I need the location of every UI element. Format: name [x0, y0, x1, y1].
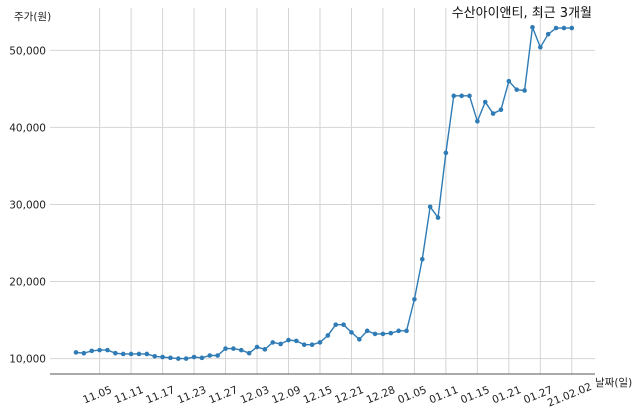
data-point — [333, 322, 339, 327]
data-point — [490, 111, 496, 116]
x-tick-label: 01.11 — [428, 384, 460, 406]
x-tick-label: 12.09 — [270, 384, 302, 406]
y-tick-label: 10,000 — [9, 354, 46, 366]
x-tick-label: 12.28 — [365, 384, 397, 406]
data-point — [435, 215, 441, 220]
data-point — [270, 340, 276, 345]
y-tick-label: 20,000 — [9, 277, 46, 289]
data-point — [207, 353, 213, 358]
data-point — [246, 350, 252, 356]
data-point — [506, 78, 512, 84]
data-point — [81, 350, 87, 356]
data-point — [317, 340, 323, 345]
data-point — [545, 31, 551, 37]
x-tick-label: 11.23 — [176, 384, 208, 406]
data-point — [199, 355, 205, 361]
data-point — [467, 93, 472, 99]
data-point — [215, 353, 220, 358]
data-point — [357, 337, 362, 342]
data-point — [404, 328, 409, 334]
data-point — [120, 351, 126, 357]
data-point — [349, 330, 354, 335]
data-point — [380, 331, 386, 337]
data-point — [553, 25, 559, 31]
x-tick-label: 12.15 — [302, 384, 334, 406]
y-gridlines — [50, 49, 595, 360]
data-point — [278, 341, 283, 347]
data-point — [561, 25, 567, 31]
chart-title: 수산아이앤티, 최근 3개월 — [452, 6, 592, 21]
data-point — [191, 354, 197, 360]
data-point — [73, 350, 79, 355]
data-point — [144, 351, 150, 357]
y-axis-title: 주가(원) — [14, 11, 51, 23]
data-point — [309, 342, 315, 348]
data-point — [97, 347, 102, 353]
x-tick-labels: 11.05 11.11 11.17 11.23 11.27 12.03 12.09 12.15… — [81, 381, 593, 410]
data-point — [262, 347, 268, 352]
data-point — [160, 354, 165, 360]
data-point — [238, 347, 244, 353]
data-point — [530, 24, 535, 30]
data-point — [128, 351, 134, 357]
data-point — [294, 338, 299, 344]
data-point — [113, 350, 118, 356]
x-tick-label: 11.11 — [113, 384, 145, 406]
data-point — [231, 346, 236, 351]
data-point — [223, 346, 228, 351]
data-point — [325, 333, 331, 338]
x-tick-label: 12.03 — [239, 384, 271, 406]
y-tick-label: 30,000 — [9, 199, 46, 211]
data-point — [105, 347, 110, 353]
data-point — [89, 348, 95, 354]
x-axis-title: 날짜(일) — [595, 376, 632, 389]
y-tick-label: 50,000 — [9, 45, 46, 57]
data-point — [168, 355, 173, 361]
data-point — [475, 118, 480, 124]
x-tick-label: 11.27 — [207, 384, 239, 406]
data-point — [183, 356, 189, 361]
data-point — [443, 150, 449, 156]
x-tick-label: 12.21 — [333, 384, 365, 406]
data-point — [412, 296, 417, 302]
data-point — [514, 87, 520, 92]
data-point — [152, 353, 157, 359]
x-tick-label: 01.05 — [396, 384, 428, 406]
data-point — [538, 44, 543, 50]
data-point — [388, 330, 394, 336]
data-point — [136, 351, 142, 357]
data-point — [301, 342, 307, 348]
data-point — [286, 337, 291, 343]
data-point — [341, 322, 346, 327]
data-point — [254, 344, 260, 350]
data-point — [569, 25, 575, 31]
x-tick-label: 21.02.02 — [546, 381, 594, 410]
y-tick-label: 40,000 — [9, 122, 46, 134]
data-point — [482, 99, 488, 105]
data-point — [522, 88, 527, 93]
data-point — [364, 328, 370, 334]
data-point — [372, 331, 378, 337]
data-point — [459, 93, 464, 99]
x-gridlines — [99, 8, 573, 374]
data-point — [427, 204, 433, 210]
data-point — [498, 107, 504, 113]
x-tick-label: 11.17 — [144, 384, 176, 406]
data-point — [176, 356, 181, 361]
y-tick-labels: 10,000 20,000 30,000 40,000 50,000 — [9, 45, 46, 365]
data-point — [451, 93, 457, 99]
price-points — [73, 24, 575, 361]
x-tick-label: 01.15 — [459, 384, 491, 406]
data-point — [419, 256, 425, 262]
x-tick-label: 11.05 — [81, 384, 113, 406]
data-point — [396, 328, 401, 334]
price-line — [75, 27, 572, 360]
x-tick-label: 01.21 — [491, 384, 523, 406]
